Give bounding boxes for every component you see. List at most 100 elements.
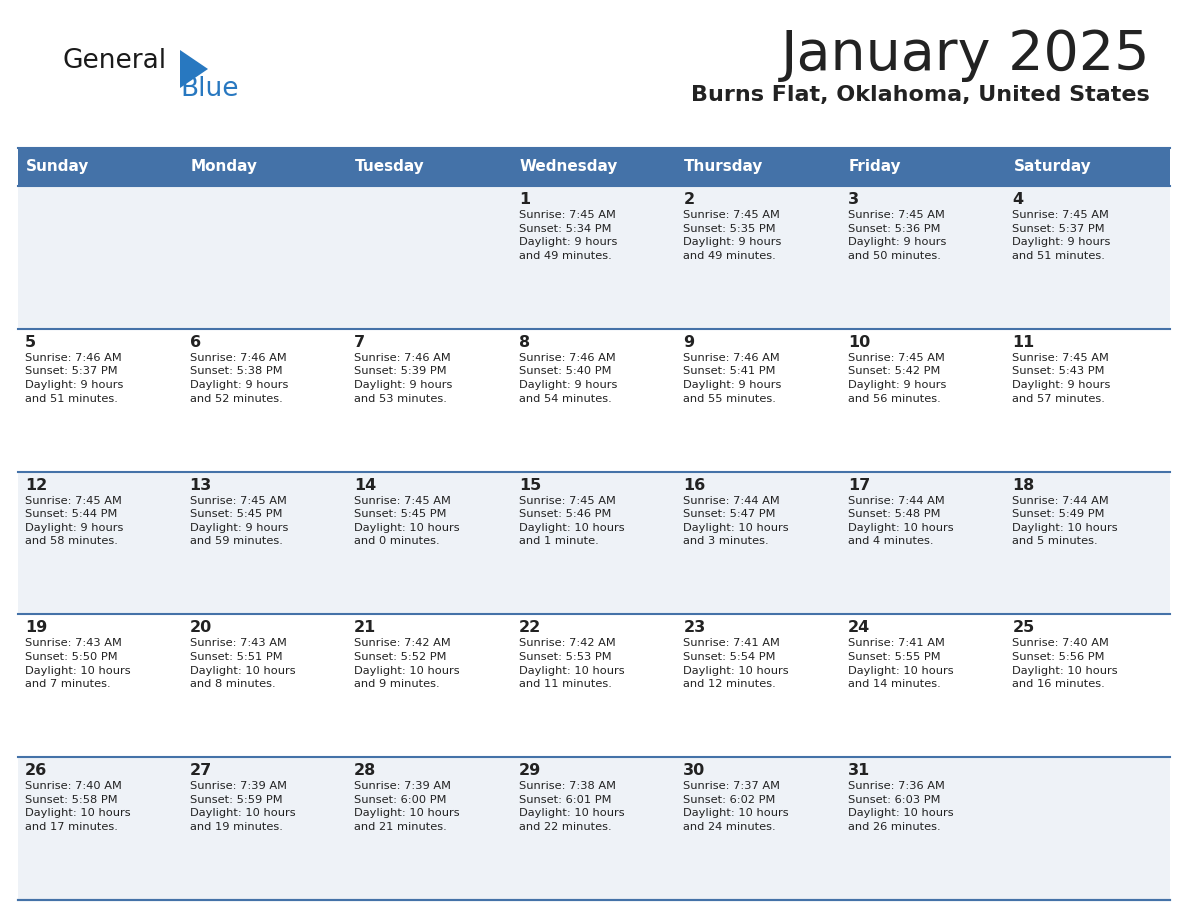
Text: 8: 8 [519, 335, 530, 350]
Bar [841, 148, 1005, 186]
Text: 10: 10 [848, 335, 870, 350]
Text: Sunrise: 7:44 AM
Sunset: 5:49 PM
Daylight: 10 hours
and 5 minutes.: Sunrise: 7:44 AM Sunset: 5:49 PM Dayligh… [1012, 496, 1118, 546]
Text: Sunrise: 7:36 AM
Sunset: 6:03 PM
Daylight: 10 hours
and 26 minutes.: Sunrise: 7:36 AM Sunset: 6:03 PM Dayligh… [848, 781, 954, 832]
Text: Sunrise: 7:39 AM
Sunset: 6:00 PM
Daylight: 10 hours
and 21 minutes.: Sunrise: 7:39 AM Sunset: 6:00 PM Dayligh… [354, 781, 460, 832]
Bar [1005, 614, 1170, 757]
Bar [183, 148, 347, 186]
Text: 2: 2 [683, 192, 695, 207]
Text: January 2025: January 2025 [781, 28, 1150, 82]
Text: Sunrise: 7:43 AM
Sunset: 5:51 PM
Daylight: 10 hours
and 8 minutes.: Sunrise: 7:43 AM Sunset: 5:51 PM Dayligh… [190, 638, 295, 689]
Text: 15: 15 [519, 477, 541, 493]
Text: Sunrise: 7:45 AM
Sunset: 5:45 PM
Daylight: 10 hours
and 0 minutes.: Sunrise: 7:45 AM Sunset: 5:45 PM Dayligh… [354, 496, 460, 546]
Text: Sunrise: 7:40 AM
Sunset: 5:58 PM
Daylight: 10 hours
and 17 minutes.: Sunrise: 7:40 AM Sunset: 5:58 PM Dayligh… [25, 781, 131, 832]
Text: Sunrise: 7:45 AM
Sunset: 5:46 PM
Daylight: 10 hours
and 1 minute.: Sunrise: 7:45 AM Sunset: 5:46 PM Dayligh… [519, 496, 625, 546]
Text: 4: 4 [1012, 192, 1024, 207]
Text: 21: 21 [354, 621, 377, 635]
Text: Thursday: Thursday [684, 160, 764, 174]
Text: 12: 12 [25, 477, 48, 493]
Bar [18, 757, 183, 900]
Bar [841, 472, 1005, 614]
Text: 5: 5 [25, 335, 36, 350]
Text: 14: 14 [354, 477, 377, 493]
Text: 19: 19 [25, 621, 48, 635]
Text: Sunrise: 7:43 AM
Sunset: 5:50 PM
Daylight: 10 hours
and 7 minutes.: Sunrise: 7:43 AM Sunset: 5:50 PM Dayligh… [25, 638, 131, 689]
Text: Sunrise: 7:44 AM
Sunset: 5:47 PM
Daylight: 10 hours
and 3 minutes.: Sunrise: 7:44 AM Sunset: 5:47 PM Dayligh… [683, 496, 789, 546]
Text: Tuesday: Tuesday [355, 160, 425, 174]
Text: Sunrise: 7:45 AM
Sunset: 5:43 PM
Daylight: 9 hours
and 57 minutes.: Sunrise: 7:45 AM Sunset: 5:43 PM Dayligh… [1012, 353, 1111, 404]
Text: 18: 18 [1012, 477, 1035, 493]
Bar [1005, 186, 1170, 329]
Text: 29: 29 [519, 763, 541, 778]
Text: 20: 20 [190, 621, 211, 635]
Text: Sunrise: 7:45 AM
Sunset: 5:42 PM
Daylight: 9 hours
and 56 minutes.: Sunrise: 7:45 AM Sunset: 5:42 PM Dayligh… [848, 353, 946, 404]
Text: Sunrise: 7:38 AM
Sunset: 6:01 PM
Daylight: 10 hours
and 22 minutes.: Sunrise: 7:38 AM Sunset: 6:01 PM Dayligh… [519, 781, 625, 832]
Bar [676, 757, 841, 900]
Text: 22: 22 [519, 621, 541, 635]
Bar [676, 614, 841, 757]
Text: Sunrise: 7:44 AM
Sunset: 5:48 PM
Daylight: 10 hours
and 4 minutes.: Sunrise: 7:44 AM Sunset: 5:48 PM Dayligh… [848, 496, 954, 546]
Bar [18, 186, 183, 329]
Text: Sunrise: 7:46 AM
Sunset: 5:41 PM
Daylight: 9 hours
and 55 minutes.: Sunrise: 7:46 AM Sunset: 5:41 PM Dayligh… [683, 353, 782, 404]
Text: Sunrise: 7:45 AM
Sunset: 5:35 PM
Daylight: 9 hours
and 49 minutes.: Sunrise: 7:45 AM Sunset: 5:35 PM Dayligh… [683, 210, 782, 261]
Text: 25: 25 [1012, 621, 1035, 635]
Bar [18, 472, 183, 614]
Text: Sunrise: 7:46 AM
Sunset: 5:40 PM
Daylight: 9 hours
and 54 minutes.: Sunrise: 7:46 AM Sunset: 5:40 PM Dayligh… [519, 353, 617, 404]
Text: Sunrise: 7:46 AM
Sunset: 5:38 PM
Daylight: 9 hours
and 52 minutes.: Sunrise: 7:46 AM Sunset: 5:38 PM Dayligh… [190, 353, 287, 404]
Bar [347, 329, 512, 472]
Bar [1005, 757, 1170, 900]
Bar [347, 757, 512, 900]
Text: 13: 13 [190, 477, 211, 493]
Text: 16: 16 [683, 477, 706, 493]
Bar [512, 472, 676, 614]
Bar [347, 614, 512, 757]
Text: Sunrise: 7:42 AM
Sunset: 5:53 PM
Daylight: 10 hours
and 11 minutes.: Sunrise: 7:42 AM Sunset: 5:53 PM Dayligh… [519, 638, 625, 689]
Text: 3: 3 [848, 192, 859, 207]
Text: 9: 9 [683, 335, 695, 350]
Bar [18, 329, 183, 472]
Text: 24: 24 [848, 621, 870, 635]
Bar [1005, 148, 1170, 186]
Text: Sunrise: 7:45 AM
Sunset: 5:44 PM
Daylight: 9 hours
and 58 minutes.: Sunrise: 7:45 AM Sunset: 5:44 PM Dayligh… [25, 496, 124, 546]
Bar [18, 614, 183, 757]
Bar [841, 186, 1005, 329]
Bar [1005, 472, 1170, 614]
Bar [347, 472, 512, 614]
Text: Monday: Monday [190, 160, 258, 174]
Bar [676, 148, 841, 186]
Text: General: General [62, 48, 166, 74]
Text: Sunrise: 7:45 AM
Sunset: 5:45 PM
Daylight: 9 hours
and 59 minutes.: Sunrise: 7:45 AM Sunset: 5:45 PM Dayligh… [190, 496, 287, 546]
Bar [676, 329, 841, 472]
Text: Sunrise: 7:40 AM
Sunset: 5:56 PM
Daylight: 10 hours
and 16 minutes.: Sunrise: 7:40 AM Sunset: 5:56 PM Dayligh… [1012, 638, 1118, 689]
Polygon shape [181, 50, 208, 88]
Bar [183, 614, 347, 757]
Bar [841, 614, 1005, 757]
Text: Sunrise: 7:41 AM
Sunset: 5:55 PM
Daylight: 10 hours
and 14 minutes.: Sunrise: 7:41 AM Sunset: 5:55 PM Dayligh… [848, 638, 954, 689]
Bar [512, 614, 676, 757]
Text: 26: 26 [25, 763, 48, 778]
Text: Sunrise: 7:46 AM
Sunset: 5:39 PM
Daylight: 9 hours
and 53 minutes.: Sunrise: 7:46 AM Sunset: 5:39 PM Dayligh… [354, 353, 453, 404]
Bar [1005, 329, 1170, 472]
Text: 7: 7 [354, 335, 365, 350]
Text: 6: 6 [190, 335, 201, 350]
Bar [347, 148, 512, 186]
Text: Sunrise: 7:41 AM
Sunset: 5:54 PM
Daylight: 10 hours
and 12 minutes.: Sunrise: 7:41 AM Sunset: 5:54 PM Dayligh… [683, 638, 789, 689]
Text: Saturday: Saturday [1013, 160, 1092, 174]
Bar [183, 757, 347, 900]
Text: 17: 17 [848, 477, 870, 493]
Text: 27: 27 [190, 763, 211, 778]
Bar [512, 329, 676, 472]
Text: Sunrise: 7:42 AM
Sunset: 5:52 PM
Daylight: 10 hours
and 9 minutes.: Sunrise: 7:42 AM Sunset: 5:52 PM Dayligh… [354, 638, 460, 689]
Bar [676, 186, 841, 329]
Bar [347, 186, 512, 329]
Text: 23: 23 [683, 621, 706, 635]
Bar [183, 186, 347, 329]
Bar [841, 329, 1005, 472]
Text: Friday: Friday [849, 160, 902, 174]
Bar [512, 757, 676, 900]
Bar [512, 186, 676, 329]
Text: Sunrise: 7:39 AM
Sunset: 5:59 PM
Daylight: 10 hours
and 19 minutes.: Sunrise: 7:39 AM Sunset: 5:59 PM Dayligh… [190, 781, 295, 832]
Text: Sunrise: 7:45 AM
Sunset: 5:37 PM
Daylight: 9 hours
and 51 minutes.: Sunrise: 7:45 AM Sunset: 5:37 PM Dayligh… [1012, 210, 1111, 261]
Text: 11: 11 [1012, 335, 1035, 350]
Bar [512, 148, 676, 186]
Bar [676, 472, 841, 614]
